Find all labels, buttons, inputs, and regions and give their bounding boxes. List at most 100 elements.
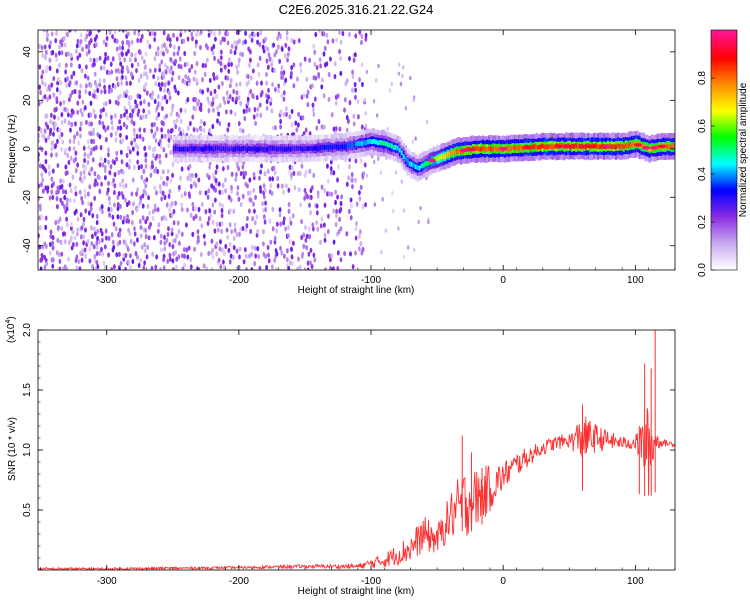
heatmap-cell — [254, 245, 257, 251]
heatmap-cell — [648, 146, 651, 152]
heatmap-cell — [60, 251, 64, 257]
heatmap-cell — [325, 61, 329, 67]
heatmap-cell — [147, 101, 151, 107]
heatmap-cell — [49, 229, 53, 235]
heatmap-cell — [372, 99, 376, 104]
heatmap-cell — [86, 153, 90, 159]
bottom-xlabel: Height of straight line (km) — [298, 586, 415, 597]
heatmap-cell — [364, 123, 368, 129]
heatmap-cell — [74, 150, 78, 156]
heatmap-cell — [181, 266, 185, 270]
heatmap-cell — [111, 125, 114, 131]
heatmap-cell — [320, 216, 324, 222]
heatmap-cell — [40, 172, 44, 178]
heatmap-cell — [127, 218, 131, 224]
heatmap-cell — [206, 220, 210, 226]
heatmap-cell — [192, 215, 196, 221]
heatmap-cell — [148, 145, 152, 151]
heatmap-cell — [191, 201, 195, 207]
heatmap-cell — [315, 125, 319, 131]
heatmap-cell — [132, 241, 136, 247]
heatmap-cell — [191, 36, 194, 42]
heatmap-cell — [158, 159, 162, 165]
heatmap-cell — [71, 174, 75, 180]
heatmap-cell — [324, 267, 327, 270]
colorbar-swatch — [711, 104, 737, 107]
heatmap-cell — [306, 89, 310, 95]
heatmap-cell — [73, 197, 76, 204]
heatmap-cell — [64, 164, 68, 170]
heatmap-cell — [127, 227, 130, 233]
heatmap-cell — [458, 149, 461, 155]
heatmap-cell — [129, 238, 133, 245]
heatmap-cell — [313, 61, 317, 68]
heatmap-cell — [89, 130, 93, 137]
heatmap-cell — [111, 214, 115, 220]
heatmap-cell — [363, 140, 366, 146]
heatmap-cell — [329, 166, 333, 172]
colorbar-swatch — [711, 118, 737, 121]
heatmap-cell — [326, 163, 329, 169]
heatmap-cell — [230, 61, 233, 67]
heatmap-cell — [279, 245, 282, 251]
heatmap-cell — [255, 94, 259, 101]
heatmap-cell — [397, 62, 401, 67]
heatmap-cell — [260, 89, 264, 96]
heatmap-cell — [183, 79, 187, 85]
heatmap-cell — [254, 253, 258, 259]
heatmap-cell — [188, 78, 191, 84]
y-multiplier-close: ) — [6, 316, 17, 319]
colorbar-tick-label: 0.0 — [697, 263, 708, 277]
heatmap-cell — [212, 71, 215, 78]
heatmap-cell — [218, 121, 222, 127]
heatmap-cell — [214, 187, 218, 193]
heatmap-cell — [262, 194, 266, 200]
heatmap-cell — [314, 75, 318, 81]
heatmap-cell — [384, 141, 388, 147]
heatmap-cell — [428, 159, 431, 165]
heatmap-cell — [153, 121, 156, 128]
heatmap-cell — [227, 57, 231, 63]
heatmap-cell — [147, 109, 151, 115]
heatmap-cell — [136, 37, 140, 44]
heatmap-cell — [116, 81, 120, 87]
heatmap-cell — [466, 147, 469, 152]
heatmap-cell — [166, 231, 170, 238]
heatmap-cell — [341, 30, 345, 37]
heatmap-cell — [334, 221, 338, 228]
colorbar-swatch — [711, 150, 737, 153]
heatmap-cell — [155, 126, 159, 132]
heatmap-cell — [38, 64, 42, 70]
heatmap-cell — [49, 233, 53, 239]
heatmap-cell — [217, 111, 221, 117]
heatmap-cell — [60, 184, 64, 190]
heatmap-cell — [390, 82, 393, 87]
heatmap-cell — [310, 185, 314, 191]
heatmap-cell — [288, 260, 292, 266]
heatmap-cell — [59, 239, 63, 246]
colorbar-swatch — [711, 218, 737, 221]
heatmap-cell — [372, 159, 376, 165]
heatmap-cell — [338, 49, 341, 55]
heatmap-cell — [140, 174, 144, 181]
heatmap-cell — [249, 57, 252, 63]
heatmap-cell — [214, 145, 217, 151]
colorbar-swatch — [711, 264, 737, 267]
heatmap-cell — [180, 166, 184, 172]
heatmap-cell — [127, 145, 130, 152]
heatmap-cell — [88, 246, 92, 252]
heatmap-cell — [189, 212, 193, 218]
heatmap-cell — [668, 144, 671, 150]
heatmap-cell — [413, 247, 416, 253]
heatmap-cell — [154, 138, 158, 144]
heatmap-cell — [296, 76, 299, 82]
heatmap-cell — [312, 43, 316, 49]
heatmap-cell — [198, 88, 202, 94]
heatmap-cell — [302, 232, 306, 238]
heatmap-cell — [282, 90, 286, 96]
heatmap-cell — [180, 253, 184, 259]
heatmap-cell — [86, 159, 90, 166]
heatmap-cell — [153, 67, 157, 73]
heatmap-cell — [54, 121, 58, 127]
heatmap-cell — [474, 146, 477, 152]
